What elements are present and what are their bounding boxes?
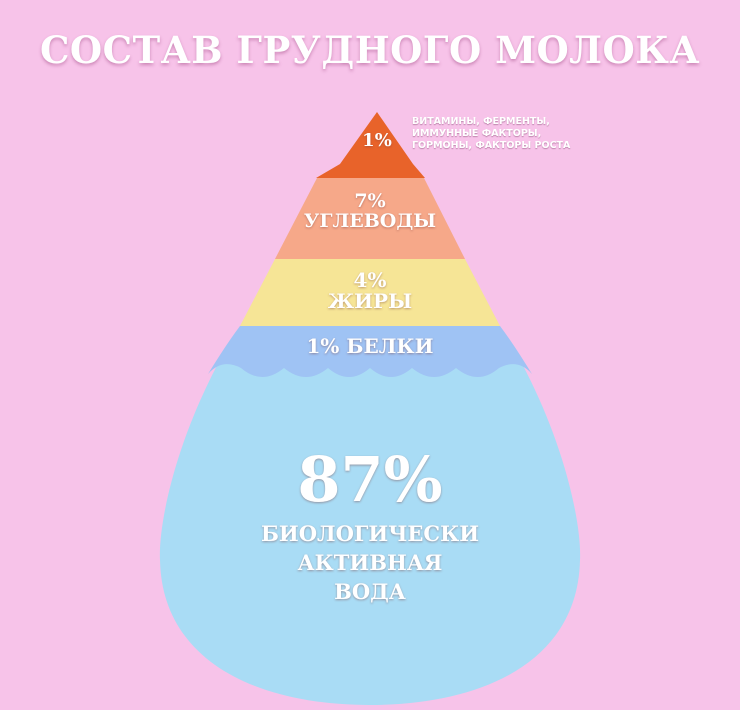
fats-label-group: 4% ЖИРЫ [270,270,470,312]
carbs-label-group: 7% УГЛЕВОДЫ [275,190,465,232]
fats-percent: 4% [353,268,387,292]
carbs-percent: 7% [354,190,386,212]
top-tier-description: ВИТАМИНЫ, ФЕРМЕНТЫ, ИММУННЫЕ ФАКТОРЫ, ГО… [412,116,612,152]
top-tier-line: ИММУННЫЕ ФАКТОРЫ, [412,128,542,139]
page-title: СОСТАВ ГРУДНОГО МОЛОКА [39,28,701,72]
proteins-layer [208,326,532,377]
top-tier-line: ГОРМОНЫ, ФАКТОРЫ РОСТА [412,140,571,151]
carbs-label: УГЛЕВОДЫ [303,209,437,232]
water-percent: 87% [297,443,443,516]
water-line: БИОЛОГИЧЕСКИ [260,521,480,546]
fats-layer [240,259,500,326]
proteins-label-group: 1% БЕЛКИ [240,336,500,357]
carbs-layer [275,178,465,259]
top-tier-percent: 1% [362,130,392,151]
water-line: АКТИВНАЯ [297,550,443,575]
water-label-group: 87% БИОЛОГИЧЕСКИ АКТИВНАЯ ВОДА [220,445,520,606]
top-tier-layer [316,112,425,178]
water-layer [159,326,581,705]
water-line: ВОДА [334,579,406,604]
proteins-label: БЕЛКИ [346,334,434,358]
fats-label: ЖИРЫ [327,289,413,313]
proteins-percent: 1% [306,334,340,358]
top-tier-line: ВИТАМИНЫ, ФЕРМЕНТЫ, [412,116,550,127]
